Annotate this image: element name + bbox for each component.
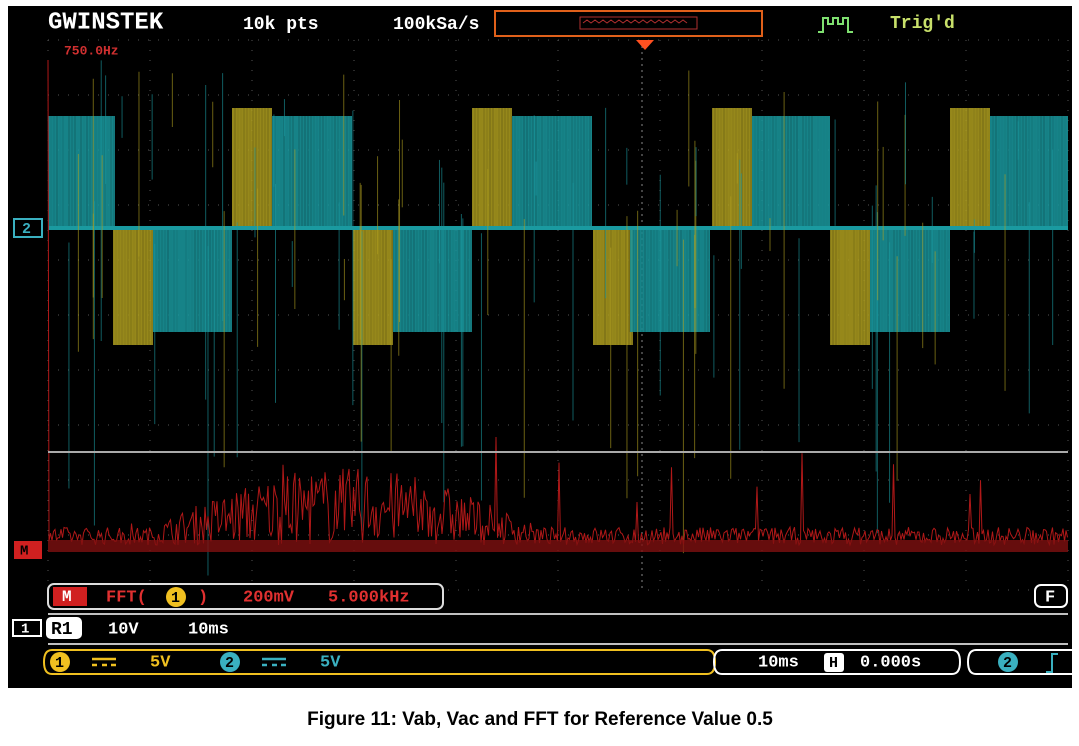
- edge-icon: [1046, 653, 1058, 673]
- math-badge: M: [62, 588, 72, 606]
- ch1-coupling: [92, 657, 116, 667]
- mode-box: [1034, 584, 1068, 608]
- timebase-panel: [712, 649, 962, 675]
- pulse: [153, 228, 232, 332]
- pulse: [393, 228, 472, 332]
- math-bar: [47, 583, 444, 610]
- fft-floor: [48, 540, 1068, 552]
- pulse: [752, 116, 830, 228]
- ref-channel-box: [12, 619, 42, 637]
- record-wave: [582, 19, 688, 24]
- ref-channel: 1: [21, 622, 29, 638]
- pulse: [712, 108, 752, 228]
- ch2-scale: 5V: [320, 653, 341, 672]
- trigger-icon: [818, 17, 853, 33]
- pulse: [472, 108, 512, 228]
- ch2-circle: [220, 652, 240, 672]
- pulse: [113, 228, 153, 345]
- h-icon-box: [824, 653, 844, 672]
- waveforms: [47, 59, 1068, 576]
- trig-src-circle: [998, 652, 1018, 672]
- ch2-marker: 2: [22, 221, 31, 238]
- rate: 100kSa/s: [393, 15, 479, 35]
- trigger-position: [636, 40, 654, 50]
- ch1-scale: 5V: [150, 653, 171, 672]
- pulse: [232, 108, 272, 228]
- pulse: [950, 108, 990, 228]
- pulse: [48, 116, 115, 228]
- ch2-coupling: [262, 657, 286, 667]
- ch2: 2: [225, 655, 234, 672]
- h-icon: H: [829, 655, 838, 672]
- math-mode: F: [1045, 588, 1055, 607]
- math-span: 5.000kHz: [328, 588, 410, 607]
- record-box: [494, 10, 763, 37]
- math-source: 1: [171, 590, 180, 607]
- points: 10k pts: [243, 15, 319, 35]
- ref-badge: R1: [51, 620, 73, 640]
- caption: Figure 11: Vab, Vac and FFT for Referenc…: [307, 709, 773, 730]
- math-badge-box: [53, 587, 87, 606]
- pulse: [593, 228, 633, 345]
- trigger-panel: [966, 649, 1072, 675]
- pulse: [512, 116, 592, 228]
- ch1: 1: [55, 655, 64, 672]
- pulse: [830, 228, 870, 345]
- trigger-status: Trig'd: [890, 14, 955, 34]
- ch1-circle: [50, 652, 70, 672]
- ref-time: 10ms: [188, 620, 229, 639]
- math-marker-box: [14, 541, 42, 559]
- position: 0.000s: [860, 653, 921, 672]
- math-scale: 200mV: [243, 588, 295, 607]
- ref-volts: 10V: [108, 620, 139, 639]
- timebase: 10ms: [758, 653, 799, 672]
- record-window: [579, 16, 698, 30]
- channel-panel: [42, 649, 717, 675]
- math-marker: M: [20, 544, 28, 560]
- cursor-label: 750.0Hz: [64, 43, 119, 58]
- pulse: [870, 228, 950, 332]
- source-circle: [166, 587, 186, 607]
- ref-badge-box: [46, 617, 82, 639]
- ch2-marker-box: [13, 218, 43, 238]
- pulse: [630, 228, 710, 332]
- math-function: FFT(: [106, 588, 147, 607]
- math-close: ): [198, 588, 208, 607]
- trigger-source: 2: [1003, 655, 1012, 672]
- brand: GWINSTEK: [48, 9, 164, 36]
